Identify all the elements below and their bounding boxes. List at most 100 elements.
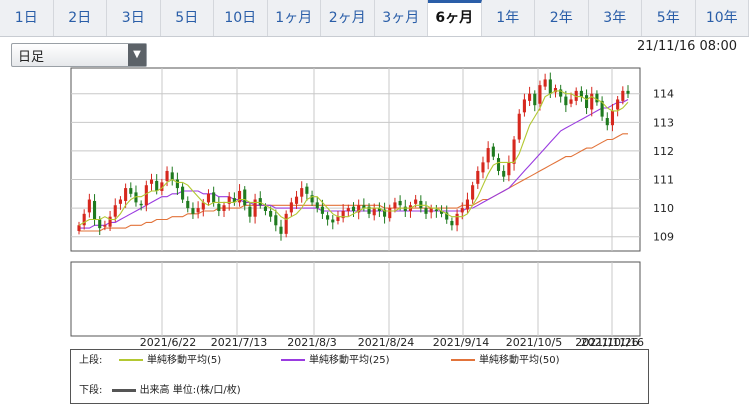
- candle-body: [175, 179, 179, 189]
- candle-body: [579, 90, 583, 97]
- candle-body: [129, 188, 133, 194]
- candle-body: [248, 206, 252, 217]
- tab-6[interactable]: 2ヶ月: [321, 0, 375, 36]
- legend-ma50-swatch: [451, 359, 475, 361]
- y-tick-label: 113: [653, 116, 674, 129]
- candle-body: [471, 185, 475, 200]
- y-tick-label: 112: [653, 145, 674, 158]
- candle-body: [434, 209, 438, 211]
- chart-timestamp: 21/11/16 08:00: [637, 39, 737, 54]
- candle-body: [450, 220, 454, 226]
- candle-body: [590, 93, 594, 110]
- candle-body: [465, 199, 469, 210]
- candle-body: [383, 209, 387, 217]
- candle-body: [351, 206, 356, 211]
- candle-body: [388, 208, 392, 219]
- candle-body: [507, 162, 511, 176]
- candle-body: [294, 196, 299, 204]
- tab-11[interactable]: 3年: [589, 0, 642, 36]
- candle-body: [118, 199, 122, 204]
- price-chart: 109 110 111 112 113 114 2021/6/22 2021/7/13 2021…: [70, 67, 674, 349]
- volume-panel: [70, 261, 641, 337]
- tab-0[interactable]: 1日: [0, 0, 54, 36]
- candle-body: [160, 182, 164, 191]
- candle-body: [253, 199, 257, 217]
- candle-body: [331, 219, 335, 223]
- legend-upper-label: 上段:: [79, 355, 103, 366]
- candle-body: [77, 225, 81, 231]
- candle-body: [222, 205, 226, 211]
- candle-body: [232, 198, 236, 203]
- candle-body: [206, 193, 211, 203]
- candle-body: [429, 208, 433, 213]
- candle-body: [626, 90, 630, 94]
- ma5-line: [78, 90, 629, 226]
- candle-body: [569, 99, 573, 104]
- candle-body: [372, 208, 376, 216]
- price-panel: [70, 67, 641, 252]
- y-tick-label: 114: [653, 88, 674, 101]
- candle-body: [574, 90, 578, 101]
- candle-body: [367, 206, 371, 214]
- candle-body: [139, 203, 143, 206]
- candle-body: [445, 212, 449, 220]
- candle-body: [124, 188, 128, 201]
- candle-body: [149, 179, 154, 184]
- tab-8[interactable]: 6ヶ月: [428, 0, 482, 36]
- candle-body: [326, 215, 330, 220]
- candle-body: [476, 170, 480, 184]
- tab-7[interactable]: 3ヶ月: [375, 0, 428, 36]
- candle-body: [238, 190, 242, 203]
- candle-body: [289, 202, 293, 213]
- tab-2[interactable]: 3日: [107, 0, 161, 36]
- candle-body: [491, 146, 495, 157]
- candle-body: [533, 93, 537, 106]
- legend-volume-label: 出来高 単位:(株/口/枚): [139, 385, 241, 396]
- candle-body: [377, 208, 381, 211]
- chevron-down-icon[interactable]: ▼: [128, 44, 146, 66]
- candle-body: [362, 205, 366, 209]
- tab-12[interactable]: 5年: [642, 0, 696, 36]
- candle-body: [212, 192, 216, 203]
- candle-body: [357, 205, 361, 213]
- candle-body: [186, 200, 190, 209]
- tab-10[interactable]: 2年: [535, 0, 589, 36]
- candle-body: [439, 210, 444, 214]
- tab-1[interactable]: 2日: [54, 0, 107, 36]
- x-tick-label: 2021/11/16: [581, 336, 644, 349]
- tab-4[interactable]: 10日: [214, 0, 268, 36]
- x-tick-label: 2021/7/13: [211, 336, 267, 349]
- candle-body: [346, 208, 350, 211]
- tab-9[interactable]: 1年: [482, 0, 535, 36]
- candle-body: [543, 79, 547, 87]
- tab-5[interactable]: 1ヶ月: [268, 0, 321, 36]
- tab-3[interactable]: 5日: [161, 0, 214, 36]
- candle-body: [616, 99, 620, 110]
- legend-ma5-swatch: [119, 359, 143, 361]
- candle-body: [393, 202, 397, 209]
- candle-body: [548, 79, 552, 94]
- candle-body: [559, 89, 563, 97]
- legend-ma50-label: 単純移動平均(50): [479, 355, 560, 366]
- candle-body: [585, 95, 589, 109]
- candle-body: [605, 118, 609, 126]
- candle-body: [460, 208, 464, 213]
- candle-body: [538, 85, 542, 104]
- candle-body: [553, 88, 558, 93]
- candle-body: [269, 210, 273, 217]
- x-tick-label: 2021/10/5: [506, 336, 562, 349]
- candle-body: [528, 93, 532, 101]
- candle-body: [336, 216, 340, 221]
- candle-body: [610, 110, 615, 126]
- period-select[interactable]: 日足 ▼: [11, 43, 147, 67]
- legend-volume-swatch: [111, 388, 136, 392]
- candle-body: [165, 170, 169, 181]
- candle-body: [496, 158, 501, 171]
- candle-body: [502, 170, 506, 177]
- period-tabs: 1日 2日 3日 5日 10日 1ヶ月 2ヶ月 3ヶ月 6ヶ月 1年 2年 3年 5年 10年: [0, 0, 749, 37]
- candle-body: [92, 200, 97, 220]
- candle-body: [170, 172, 174, 180]
- x-tick-label: 2021/8/3: [287, 336, 336, 349]
- candle-body: [191, 208, 195, 214]
- candle-body: [201, 202, 205, 210]
